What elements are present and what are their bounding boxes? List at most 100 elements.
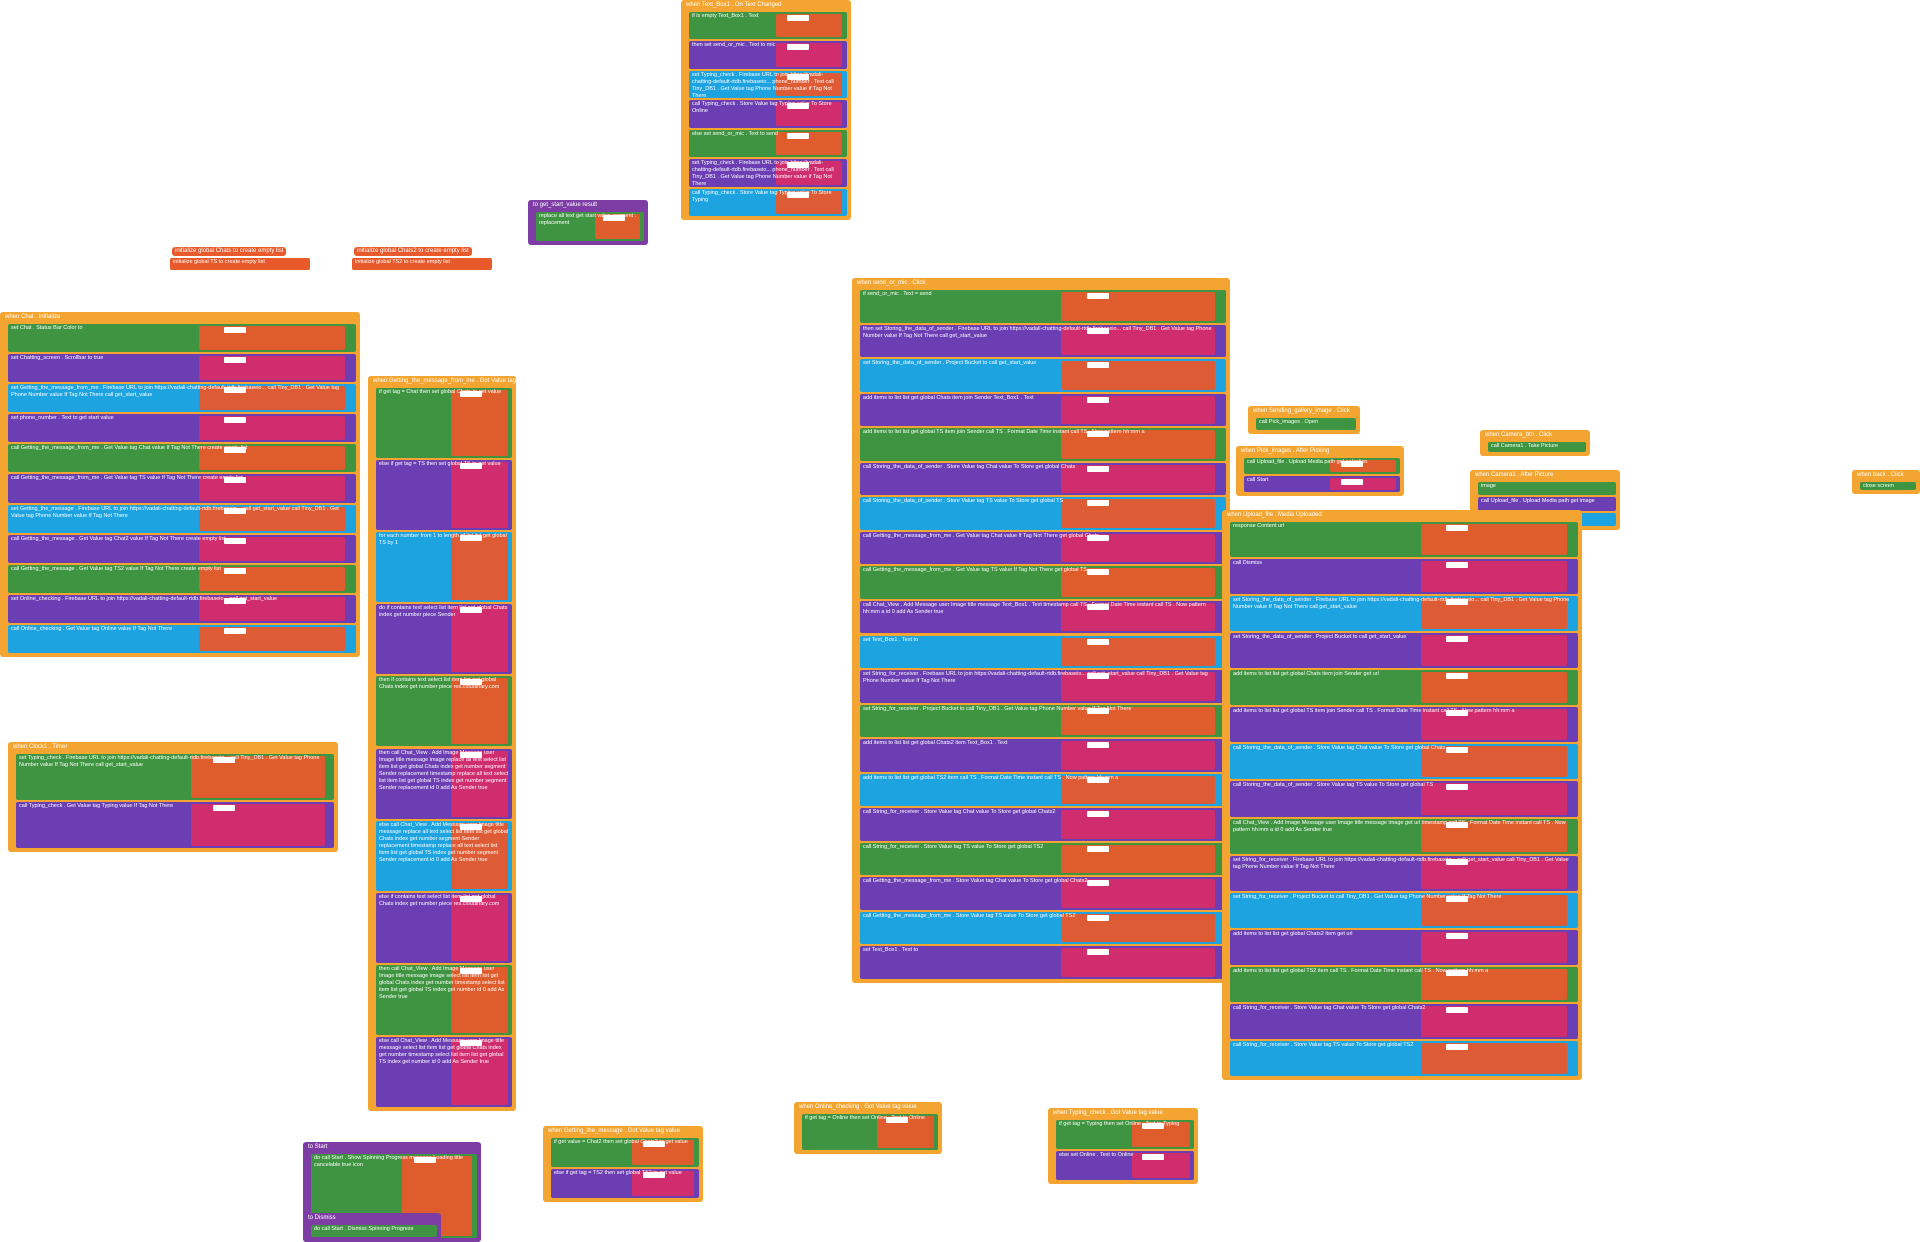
event-block-header[interactable]: when Chat . Initialize [2, 313, 64, 322]
event-block-header[interactable]: when Camera1 . After Picture [1472, 471, 1557, 480]
statement-block[interactable]: if get tag = Online then set Online . Te… [802, 1114, 938, 1150]
statement-block[interactable]: call Chat_View . Add Image Message user … [1230, 818, 1578, 854]
event-block-header[interactable]: initialize global Chats2 to create empty… [354, 247, 472, 256]
block-group[interactable]: when Typing_check . Got Value tag value i… [1048, 1108, 1198, 1184]
event-block-header[interactable]: when Getting_the_message . Got Value tag… [545, 1127, 683, 1136]
event-block-header[interactable]: when Typing_check . Got Value tag value [1050, 1109, 1166, 1118]
statement-block[interactable]: call Dismiss [1230, 559, 1578, 595]
statement-block[interactable]: set Text_Box1 . Text to [860, 946, 1226, 979]
statement-block[interactable]: call Pick_images . Open [1256, 418, 1356, 430]
statement-block[interactable]: call Getting_the_message_from_me . Get V… [860, 566, 1226, 599]
statement-block[interactable]: then call Chat_View . Add Image Message … [376, 748, 512, 819]
statement-block[interactable]: set Chat . Status Bar Color to [8, 324, 356, 353]
statement-block[interactable]: set Text_Box1 . Text to [860, 635, 1226, 669]
statement-block[interactable]: if is empty Text_Box1 . Text [689, 12, 847, 40]
statement-block[interactable]: set Getting_the_message_from_me . Fireba… [8, 384, 356, 413]
statement-block[interactable]: else if get tag = TS then set global TS … [376, 460, 512, 531]
statement-block[interactable]: if get value = Chat2 then set global Cha… [551, 1138, 699, 1167]
statement-block[interactable]: else set send_or_mic . Text to send [689, 129, 847, 158]
statement-block[interactable]: else if contains text select list item l… [376, 892, 512, 963]
statement-block[interactable]: call Getting_the_message_from_me . Get V… [860, 531, 1226, 565]
event-block-header[interactable]: when Sending_gallery_image . Click [1250, 407, 1353, 416]
block-group[interactable]: initialize global Chats2 to create empty… [352, 246, 492, 274]
event-block-header[interactable]: when Text_Box1 . On Text Changed [683, 1, 785, 10]
statement-block[interactable]: add items to list list get global Chats2… [1230, 929, 1578, 965]
statement-block[interactable]: call Storing_the_data_of_sender . Store … [860, 497, 1226, 530]
statement-block[interactable]: add items to list list get global TS2 it… [860, 773, 1226, 807]
statement-block[interactable]: call Typing_check . Get Value tag Typing… [16, 802, 334, 848]
event-block-header[interactable]: initialize global Chats to create empty … [172, 247, 287, 256]
statement-block[interactable]: call Getting_the_message_from_me . Get V… [8, 444, 356, 473]
statement-block[interactable]: call String_for_receiver . Store Value t… [1230, 1040, 1578, 1076]
event-block-header[interactable]: when back . Click [1854, 471, 1907, 480]
block-group[interactable]: when Text_Box1 . On Text Changed if is em… [681, 0, 851, 220]
statement-block[interactable]: call Chat_View . Add Message user Image … [860, 600, 1226, 634]
statement-block[interactable]: do call Start . Dismiss Spinning Progres… [311, 1225, 437, 1237]
statement-block[interactable]: set phone_number . Text to get start val… [8, 414, 356, 443]
statement-block[interactable]: add items to list list get global Chats2… [860, 739, 1226, 772]
event-block-header[interactable]: when Upload_file . Media Uploaded [1224, 511, 1325, 520]
statement-block[interactable]: call Storing_the_data_of_sender . Store … [1230, 744, 1578, 780]
statement-block[interactable]: add items to list list get global Chats … [1230, 670, 1578, 706]
event-block-header[interactable]: when Camera_btn . Click [1482, 431, 1556, 440]
block-group[interactable]: initialize global Chats to create empty … [170, 246, 310, 274]
statement-block[interactable]: do if contains text select list item lis… [376, 604, 512, 675]
statement-block[interactable]: set Storing_the_data_of_sender . Firebas… [1230, 596, 1578, 632]
statement-block[interactable]: set Getting_the_message . Firebase URL t… [8, 504, 356, 533]
statement-block[interactable]: then if contains text select list item l… [376, 676, 512, 747]
statement-block[interactable]: set String_for_receiver . Project Bucket… [860, 704, 1226, 738]
statement-block[interactable]: call Typing_check . Store Value tag Typi… [689, 188, 847, 216]
event-block-header[interactable]: to get_start_value result [530, 201, 601, 210]
statement-block[interactable]: call String_for_receiver . Store Value t… [860, 808, 1226, 841]
statement-block[interactable]: call Getting_the_message . Get Value tag… [8, 564, 356, 593]
block-group[interactable]: when Online_checking . Got Value tag val… [794, 1102, 942, 1154]
event-block-header[interactable]: to Dismiss [305, 1214, 339, 1223]
statement-block[interactable]: add items to list list get global TS2 it… [1230, 966, 1578, 1002]
block-group[interactable]: to Dismiss do call Start . Dismiss Spinni… [303, 1213, 441, 1241]
event-block-header[interactable]: when Pick_images . After Picking [1238, 447, 1333, 456]
statement-block[interactable]: image [1478, 482, 1616, 496]
statement-block[interactable]: call Camera1 . Take Picture [1488, 442, 1586, 452]
block-group[interactable]: when send_or_mic . Click if send_or_mic .… [852, 278, 1230, 983]
statement-block[interactable]: call Typing_check . Store Value tag Typi… [689, 100, 847, 128]
statement-block[interactable]: set Online_checking . Firebase URL to jo… [8, 594, 356, 623]
statement-block[interactable]: call Getting_the_message_from_me . Store… [860, 877, 1226, 910]
statement-block[interactable]: call Storing_the_data_of_sender . Store … [860, 462, 1226, 496]
statement-block[interactable]: if send_or_mic . Text = send [860, 290, 1226, 323]
statement-block[interactable]: if get tag = Chat then set global Chats … [376, 388, 512, 459]
statement-block[interactable]: call Upload_file . Upload Media path get… [1478, 497, 1616, 511]
statement-block[interactable]: call Online_checking . Get Value tag Onl… [8, 624, 356, 653]
statement-block[interactable]: call Upload_file . Upload Media path get… [1244, 458, 1400, 474]
statement-block[interactable]: else call Chat_View . Add Message user I… [376, 1036, 512, 1107]
statement-block[interactable]: if get tag = Typing then set Online . Te… [1056, 1120, 1194, 1149]
event-block-header[interactable]: when Online_checking . Got Value tag val… [796, 1103, 920, 1112]
statement-block[interactable]: call Storing_the_data_of_sender . Store … [1230, 781, 1578, 817]
statement-block[interactable]: add items to list list get global TS ite… [860, 428, 1226, 461]
event-block-header[interactable]: when send_or_mic . Click [854, 279, 929, 288]
event-block-header[interactable]: when Getting_the_message_from_me . Got V… [370, 377, 516, 386]
statement-block[interactable]: set String_for_receiver . Firebase URL t… [860, 670, 1226, 703]
block-group[interactable]: when Getting_the_message_from_me . Got V… [368, 376, 516, 1111]
statement-block[interactable]: set Typing_check . Firebase URL to join … [16, 754, 334, 800]
statement-block[interactable]: add items to list list get global TS ite… [1230, 707, 1578, 743]
block-group[interactable]: to get_start_value result replace all tex… [528, 200, 648, 245]
statement-block[interactable]: set Chatting_screen . Scrollbar to true [8, 354, 356, 383]
statement-block[interactable]: then call Chat_View . Add Image Message … [376, 964, 512, 1035]
block-group[interactable]: when Pick_images . After Picking call Upl… [1236, 446, 1404, 496]
statement-block[interactable]: set Storing_the_data_of_sender . Project… [860, 359, 1226, 392]
event-block-header[interactable]: to Start [305, 1143, 331, 1152]
statement-block[interactable]: set String_for_receiver . Firebase URL t… [1230, 855, 1578, 891]
statement-block[interactable]: call String_for_receiver . Store Value t… [1230, 1003, 1578, 1039]
block-group[interactable]: when Chat . Initialize set Chat . Status … [0, 312, 360, 657]
statement-block[interactable]: else set Online . Text to Online [1056, 1151, 1194, 1180]
statement-block[interactable]: call Getting_the_message_from_me . Get V… [8, 474, 356, 503]
statement-block[interactable]: call String_for_receiver . Store Value t… [860, 842, 1226, 876]
statement-block[interactable]: response Content url [1230, 522, 1578, 558]
statement-block[interactable]: call Start [1244, 476, 1400, 492]
statement-block[interactable]: then set Storing_the_data_of_sender . Fi… [860, 324, 1226, 358]
statement-block[interactable]: then set send_or_mic . Text to mic [689, 41, 847, 69]
statement-block[interactable]: initialize global TS2 to create empty li… [352, 258, 492, 270]
statement-block[interactable]: call Getting_the_message . Get Value tag… [8, 534, 356, 563]
statement-block[interactable]: for each number from 1 to length of list… [376, 532, 512, 603]
block-group[interactable]: when Upload_file . Media Uploaded respons… [1222, 510, 1582, 1080]
